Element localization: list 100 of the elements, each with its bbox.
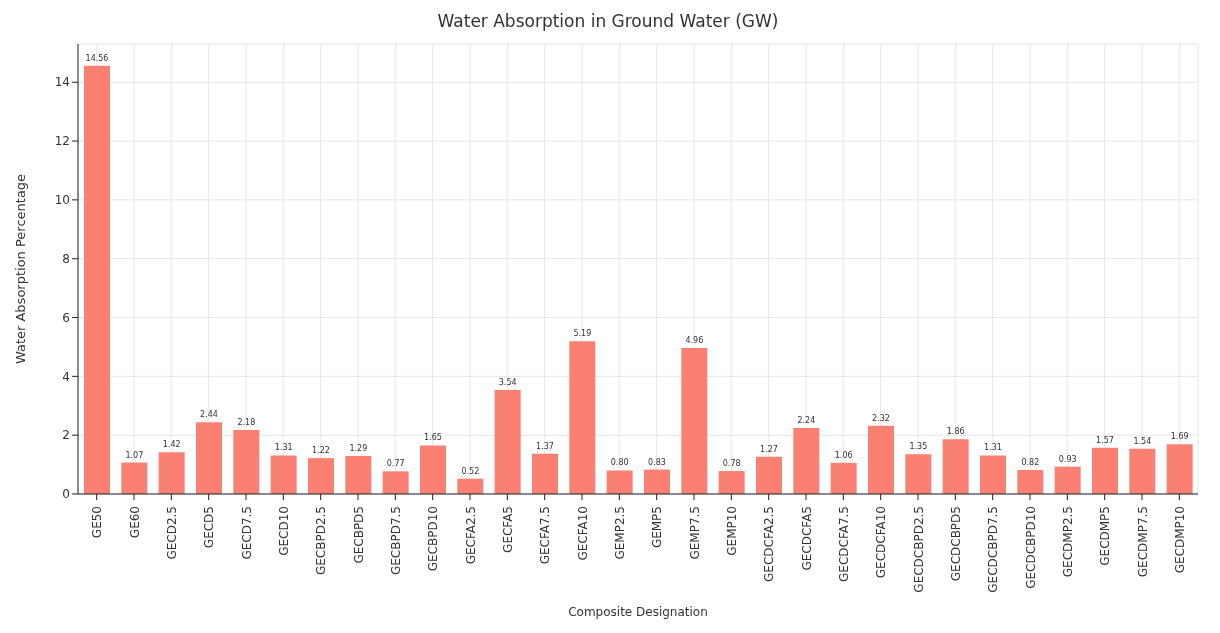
x-tick-label: GECDMP2.5 [1060, 506, 1075, 578]
bar [569, 341, 596, 494]
bar [606, 470, 633, 494]
data-label: 0.52 [461, 466, 480, 476]
x-tick-label: GECDMP5 [1098, 506, 1113, 566]
bar [494, 389, 521, 494]
x-tick-label: GEMP10 [724, 506, 739, 556]
data-label: 1.31 [274, 443, 293, 453]
bar [980, 455, 1006, 494]
bar [382, 471, 409, 494]
bar [905, 454, 932, 494]
x-tick-label: GECDCBPD2.5 [911, 506, 926, 593]
y-tick-label: 14 [54, 75, 70, 90]
data-label: 14.56 [85, 53, 109, 63]
data-label: 1.69 [1170, 432, 1189, 442]
x-tick-label: GECDCFA2.5 [762, 506, 777, 582]
data-label: 0.77 [386, 459, 405, 469]
data-label: 5.19 [573, 329, 592, 339]
x-tick-label: GECBPD2.5 [314, 506, 329, 576]
x-tick-label: GECBPD5 [351, 506, 366, 564]
y-tick-label: 12 [54, 134, 70, 149]
x-tick-label: GE50 [90, 506, 105, 539]
bar [420, 445, 446, 494]
x-tick-label: GECBPD10 [426, 506, 441, 572]
y-tick-label: 4 [62, 369, 70, 384]
y-tick-label: 6 [62, 310, 70, 325]
bar [793, 428, 820, 494]
data-label: 1.27 [760, 444, 778, 454]
x-tick-label: GECD10 [276, 506, 291, 556]
bar [270, 455, 297, 494]
data-label: 2.24 [797, 416, 816, 426]
y-tick-label: 2 [62, 428, 70, 443]
data-label: 2.44 [200, 410, 218, 420]
x-tick-label: GECDCFA10 [874, 506, 889, 579]
bar [868, 425, 894, 494]
bar [233, 429, 260, 494]
bar [644, 469, 670, 494]
bar [457, 478, 484, 494]
data-label: 1.54 [1133, 436, 1152, 446]
x-tick-label: GECDCBPD7.5 [986, 506, 1001, 593]
data-label: 4.96 [685, 336, 704, 346]
x-tick-label: GECDCBPD5 [948, 506, 963, 582]
data-label: 1.86 [946, 427, 965, 437]
x-axis-title: Composite Designation [568, 605, 708, 619]
data-label: 0.78 [722, 459, 741, 469]
data-label: 1.06 [834, 450, 853, 460]
bar [1092, 447, 1118, 494]
x-tick-label: GEMP7.5 [687, 506, 702, 560]
data-label: 1.42 [162, 440, 181, 450]
data-label: 1.35 [909, 442, 928, 452]
data-label: 3.54 [498, 377, 517, 387]
bar [84, 65, 110, 494]
x-tick-label: GECFA7.5 [538, 506, 553, 565]
x-tick-label: GECFA5 [500, 506, 515, 553]
x-tick-label: GECDCFA7.5 [836, 506, 851, 582]
data-label: 1.29 [349, 444, 368, 454]
bar [196, 422, 222, 494]
bar [158, 452, 185, 494]
x-tick-label: GECD5 [202, 506, 217, 549]
data-label: 0.93 [1058, 454, 1077, 464]
bar [121, 462, 148, 494]
data-label: 1.31 [984, 443, 1002, 453]
data-label: 2.32 [872, 413, 890, 423]
x-tick-label: GECD7.5 [239, 506, 254, 560]
data-label: 0.80 [610, 458, 629, 468]
bar [1129, 448, 1156, 494]
data-label: 0.82 [1021, 457, 1040, 467]
x-tick-label: GECDMP10 [1172, 506, 1187, 574]
chart-title: Water Absorption in Ground Water (GW) [436, 10, 780, 33]
y-tick-label: 0 [62, 487, 70, 502]
x-tick-label: GECFA10 [575, 506, 590, 561]
data-label: 2.18 [237, 417, 256, 427]
x-tick-label: GECBPD7.5 [388, 506, 403, 576]
x-tick-label: GECDMP7.5 [1135, 506, 1150, 578]
data-label: 1.07 [125, 450, 144, 460]
bar [1017, 469, 1044, 494]
bar [532, 453, 558, 494]
y-tick-label: 8 [62, 251, 70, 266]
y-tick-label: 10 [54, 193, 70, 208]
x-tick-label: GEMP2.5 [612, 506, 627, 560]
x-tick-label: GE60 [127, 506, 142, 539]
bar [681, 348, 708, 494]
x-tick-label: GECDCBPD10 [1023, 506, 1038, 589]
data-label: 1.57 [1096, 435, 1114, 445]
bar [830, 462, 857, 494]
data-label: 1.65 [424, 433, 442, 443]
x-tick-label: GEMP5 [650, 506, 665, 549]
bar [1054, 466, 1081, 494]
x-tick-label: GECFA2.5 [463, 506, 478, 565]
data-label: 1.37 [536, 441, 554, 451]
x-tick-label: GECDCFA5 [799, 506, 814, 571]
bar [756, 456, 782, 494]
bar [718, 471, 745, 494]
data-label: 1.22 [312, 446, 330, 456]
bar [942, 439, 969, 494]
bar [1166, 444, 1193, 494]
y-axis-title: Water Absorption Percentage [12, 173, 28, 365]
bar [345, 456, 372, 494]
data-label: 0.83 [648, 457, 666, 467]
bar [308, 458, 334, 494]
